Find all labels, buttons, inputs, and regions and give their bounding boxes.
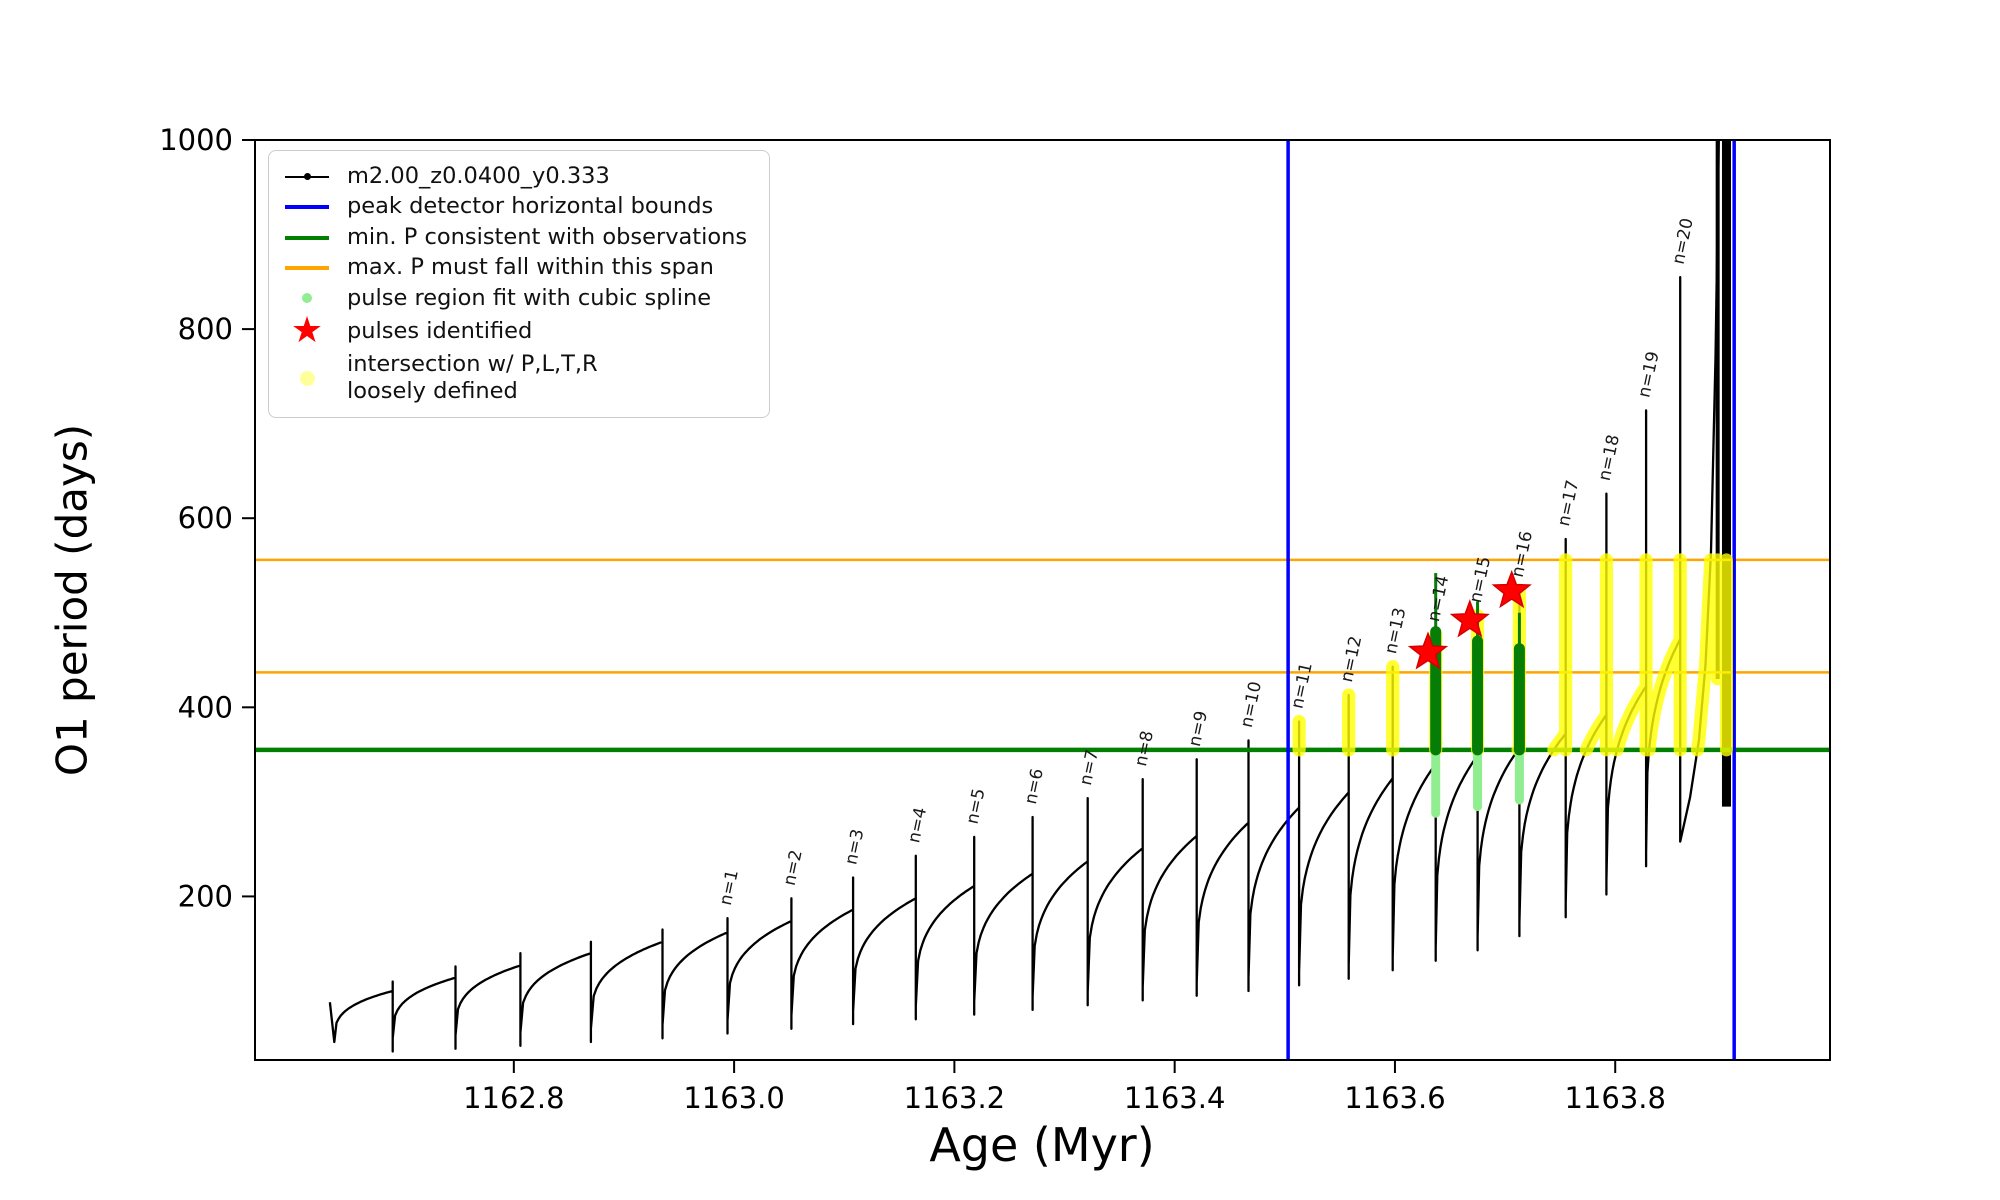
legend-line-dot-icon [283, 172, 331, 181]
legend-dot-icon [283, 370, 331, 386]
x-tick-label: 1163.8 [1564, 1081, 1665, 1115]
axes-frame [254, 139, 1831, 1061]
pulse-label: n=4 [904, 806, 931, 845]
pulse-label: n=9 [1185, 709, 1212, 748]
legend-entry: pulse region fit with cubic spline [283, 285, 747, 312]
legend-entry-label: pulses identified [347, 317, 533, 344]
legend-line-icon [283, 266, 331, 271]
x-tick-label: 1163.6 [1344, 1081, 1445, 1115]
y-ticks: 200 400 600 800 1000 [159, 123, 255, 913]
pulse-label: n=16 [1508, 529, 1537, 579]
x-tick-label: 1163.4 [1124, 1081, 1225, 1115]
pulse-label: n=15 [1466, 555, 1495, 605]
period-track [328, 139, 1720, 1053]
legend-line-icon [283, 205, 331, 210]
y-tick-label: 1000 [159, 123, 233, 157]
pulse-label: n=1 [716, 868, 743, 907]
legend-entry-label: intersection w/ P,L,T,R loosely defined [347, 350, 598, 405]
legend-entry-label: max. P must fall within this span [347, 254, 714, 281]
legend-line-icon [283, 235, 331, 240]
pulse-labels: n=1 n=2 n=3 n=4 n=5 n=6 n=7 n=8 n=9 n=10 n=11 n=12 n… [716, 216, 1698, 907]
legend-entry: max. P must fall within this span [283, 254, 747, 281]
pulse-label: n=19 [1634, 350, 1663, 400]
x-tick-label: 1163.0 [683, 1081, 784, 1115]
pulse-identified-star [1449, 599, 1490, 638]
x-axis-label: Age (Myr) [929, 1118, 1155, 1172]
pulse-label: n=8 [1131, 729, 1158, 768]
hlines [255, 558, 1830, 753]
pulse-label: n=10 [1237, 680, 1266, 730]
legend-star-icon: ★ [290, 310, 324, 352]
legend-entry-label: pulse region fit with cubic spline [347, 284, 712, 311]
y-axis-label: O1 period (days) [47, 423, 97, 777]
legend-entry: peak detector horizontal bounds [283, 193, 747, 220]
legend-entry-label: min. P consistent with observations [347, 223, 748, 250]
vlines [1286, 140, 1736, 1060]
x-ticks: 1162.8 1163.0 1163.2 1163.4 1163.6 1163.8 [463, 1060, 1666, 1115]
legend-entry: min. P consistent with observations [283, 224, 747, 251]
pulse-label: n=7 [1076, 748, 1103, 787]
pulse-label: n=5 [963, 787, 990, 826]
y-tick-label: 600 [178, 501, 233, 535]
pulse-label: n=11 [1287, 661, 1316, 711]
legend-entry: ★ pulses identified [283, 310, 747, 352]
pulse-label: n=13 [1381, 606, 1410, 656]
legend-entry-label: peak detector horizontal bounds [347, 193, 714, 220]
pulse-label: n=2 [780, 848, 807, 887]
pulse-identified-star [1407, 631, 1449, 670]
pulse-label: n=18 [1595, 433, 1624, 483]
pulse-label: n=17 [1554, 478, 1583, 528]
x-tick-label: 1163.2 [904, 1081, 1005, 1115]
legend-entry-label: m2.00_z0.0400_y0.333 [347, 163, 610, 189]
legend-entry: m2.00_z0.0400_y0.333 [283, 163, 747, 190]
red-stars [1407, 569, 1532, 670]
legend-dot-icon [283, 293, 331, 304]
pulse-identified-star [1491, 569, 1532, 609]
y-tick-label: 800 [178, 312, 233, 346]
intersection-segment [1692, 658, 1713, 747]
pulse-label: n=20 [1669, 216, 1698, 266]
intersection-segment [1699, 553, 1718, 672]
legend-entry: intersection w/ P,L,T,R loosely defined [283, 351, 747, 406]
pulse-label: n=14 [1424, 574, 1453, 624]
pulse-label: n=3 [841, 827, 868, 866]
x-tick-label: 1162.8 [463, 1081, 564, 1115]
y-tick-label: 400 [178, 690, 233, 724]
y-tick-label: 200 [178, 879, 233, 913]
pulse-label: n=6 [1021, 767, 1048, 806]
green-spline-bars [1430, 573, 1525, 818]
pulse-label: n=12 [1337, 634, 1366, 684]
